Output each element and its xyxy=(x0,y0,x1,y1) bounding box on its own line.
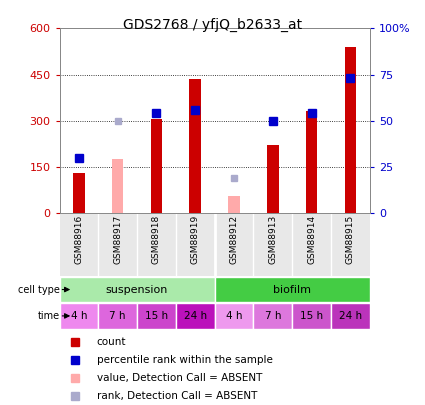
Text: biofilm: biofilm xyxy=(273,285,311,294)
Text: 24 h: 24 h xyxy=(184,311,207,321)
Text: cell type: cell type xyxy=(17,285,60,294)
Text: GSM88918: GSM88918 xyxy=(152,215,161,264)
Bar xyxy=(112,159,124,213)
Text: GSM88912: GSM88912 xyxy=(230,215,238,264)
Text: GDS2768 / yfjQ_b2633_at: GDS2768 / yfjQ_b2633_at xyxy=(123,18,302,32)
Text: 7 h: 7 h xyxy=(264,311,281,321)
Text: 15 h: 15 h xyxy=(145,311,168,321)
Bar xyxy=(60,277,215,302)
Bar xyxy=(215,277,370,302)
Text: GSM88915: GSM88915 xyxy=(346,215,355,264)
Bar xyxy=(267,145,279,213)
Text: time: time xyxy=(37,311,60,321)
Bar xyxy=(331,303,370,328)
Text: GSM88917: GSM88917 xyxy=(113,215,122,264)
Bar xyxy=(215,303,253,328)
Bar xyxy=(292,303,331,328)
Text: 7 h: 7 h xyxy=(109,311,126,321)
Bar xyxy=(345,47,356,213)
Bar xyxy=(150,119,162,213)
Bar xyxy=(73,173,85,213)
Bar xyxy=(98,303,137,328)
Text: 24 h: 24 h xyxy=(339,311,362,321)
Text: 4 h: 4 h xyxy=(226,311,242,321)
Bar xyxy=(176,303,215,328)
Text: count: count xyxy=(97,337,126,347)
Bar xyxy=(306,111,317,213)
Text: value, Detection Call = ABSENT: value, Detection Call = ABSENT xyxy=(97,373,262,383)
Text: GSM88913: GSM88913 xyxy=(268,215,277,264)
Bar xyxy=(137,303,176,328)
Bar xyxy=(253,303,292,328)
Bar xyxy=(228,196,240,213)
Text: suspension: suspension xyxy=(106,285,168,294)
Text: GSM88914: GSM88914 xyxy=(307,215,316,264)
Text: 15 h: 15 h xyxy=(300,311,323,321)
Text: percentile rank within the sample: percentile rank within the sample xyxy=(97,355,272,365)
Bar xyxy=(190,79,201,213)
Text: 4 h: 4 h xyxy=(71,311,87,321)
Text: rank, Detection Call = ABSENT: rank, Detection Call = ABSENT xyxy=(97,390,257,401)
Bar xyxy=(60,303,98,328)
Text: GSM88916: GSM88916 xyxy=(74,215,83,264)
Text: GSM88919: GSM88919 xyxy=(191,215,200,264)
